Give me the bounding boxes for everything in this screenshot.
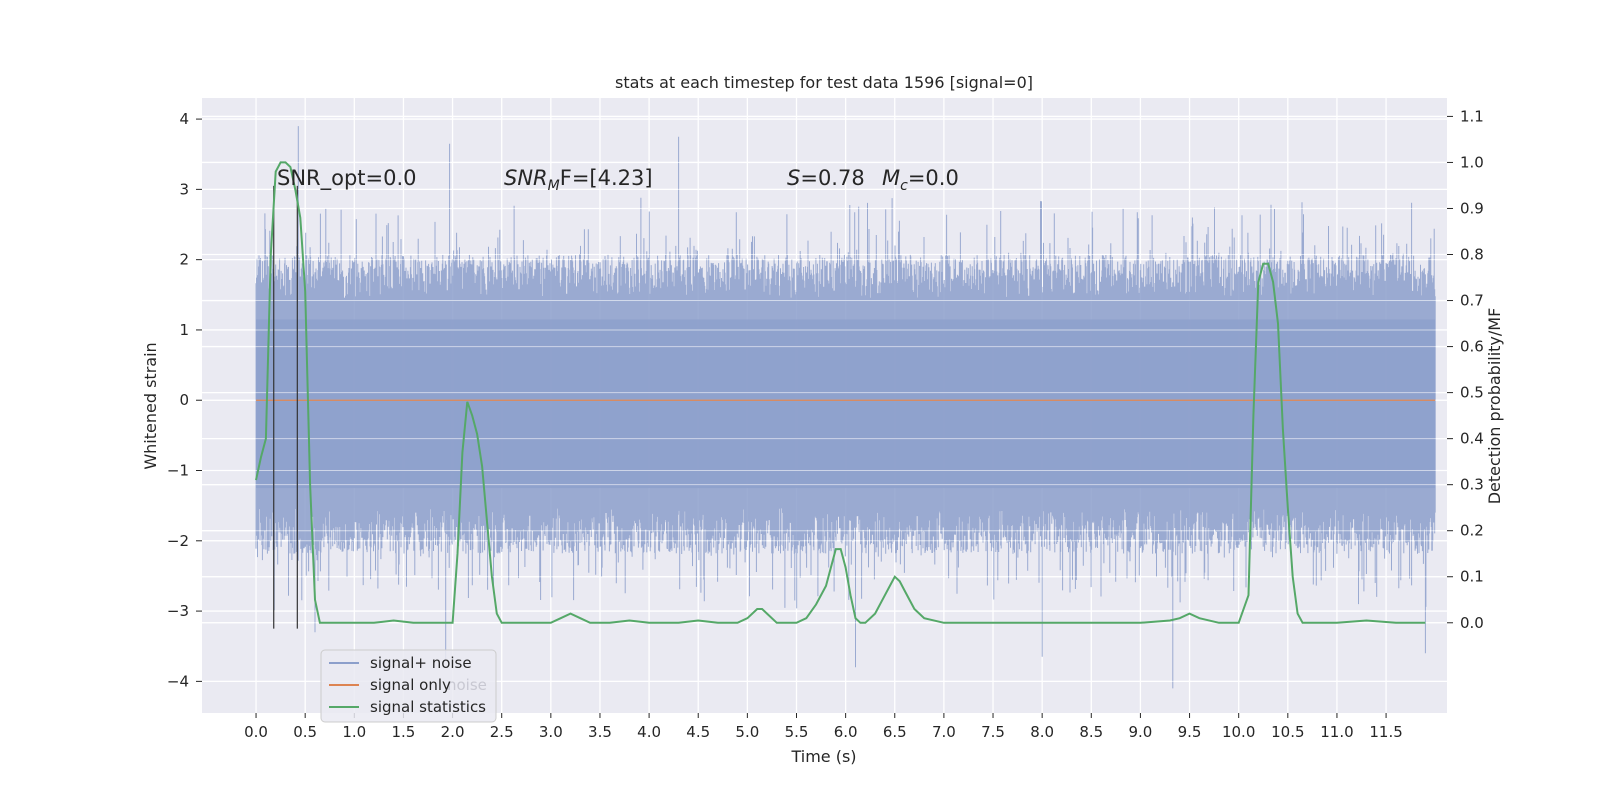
y-tick-label-left-5: −1 [167,462,189,480]
x-tick-label-2: 1.0 [342,723,366,741]
y-tick-label-right-0: 1.1 [1460,107,1484,125]
y-tick-label-right-7: 0.4 [1460,430,1484,448]
x-tick-label-19: 9.5 [1178,723,1202,741]
annotation-snr-mf: SNRMF=[4.23] [504,166,653,194]
x-tick-label-21: 10.5 [1271,723,1304,741]
y-tick-label-left-4: 0 [179,391,189,409]
x-tick-labels: 0.0 0.5 1.0 1.5 2.0 2.5 3.0 3.5 4.0 4.5 5.0 5.5 6.0 6… [244,713,1403,741]
signal-noise-series [202,115,1447,689]
y-tick-label-right-4: 0.7 [1460,292,1484,310]
y-tick-label-right-6: 0.5 [1460,384,1484,402]
y-tick-label-right-11: 0.0 [1460,614,1484,632]
y-tick-labels-left: 4 3 2 1 0 −1 −2 −3 −4 [167,110,202,690]
snr-mf-sub: M [548,178,560,194]
annotation-snr-opt: SNR_opt=0.0 [277,166,417,191]
y-tick-label-left-0: 4 [179,110,189,128]
mc-value: =0.0 [908,166,959,190]
y-tick-label-right-2: 0.9 [1460,199,1484,217]
snr-mf-tail: F=[4.23] [560,166,653,190]
x-tick-label-17: 8.5 [1079,723,1103,741]
x-tick-label-5: 2.5 [490,723,514,741]
x-tick-label-12: 6.0 [834,723,858,741]
x-tick-label-20: 10.0 [1222,723,1255,741]
legend-label-stats: signal statistics [370,698,486,716]
x-tick-label-23: 11.5 [1369,723,1402,741]
snr-mf-label: SNR [504,166,548,190]
x-tick-label-9: 4.5 [686,723,710,741]
s-value: =0.78 [800,166,864,190]
x-axis-label: Time (s) [790,747,856,766]
y-tick-label-left-6: −2 [167,532,189,550]
y-tick-label-left-7: −3 [167,602,189,620]
y-tick-label-right-3: 0.8 [1460,246,1484,264]
annotation-s: S=0.78 [787,166,865,190]
s-label: S [787,166,800,190]
x-tick-label-18: 9.0 [1128,723,1152,741]
y-tick-label-right-5: 0.6 [1460,338,1484,356]
x-tick-label-22: 11.0 [1320,723,1353,741]
x-tick-label-4: 2.0 [441,723,465,741]
x-tick-label-10: 5.0 [735,723,759,741]
x-tick-label-3: 1.5 [392,723,416,741]
y-tick-label-right-9: 0.2 [1460,522,1484,540]
signal-statistics-line [255,161,1426,624]
x-tick-label-15: 7.5 [981,723,1005,741]
y-tick-label-left-2: 2 [179,251,189,269]
x-tick-label-16: 8.0 [1030,723,1054,741]
x-tick-label-1: 0.5 [293,723,317,741]
y-tick-label-left-8: −4 [167,672,189,690]
y-tick-label-left-1: 3 [179,180,189,198]
x-tick-label-14: 7.0 [932,723,956,741]
annotation-mc: Mc=0.0 [882,166,959,194]
y-axis-label-right: Detection probability/MF [1485,308,1504,505]
x-tick-label-0: 0.0 [244,723,268,741]
mc-label: M [882,166,900,190]
y-axis-label-left: Whitened strain [141,342,160,469]
mc-sub: c [900,178,908,194]
lines-layer [255,161,1436,629]
x-tick-label-7: 3.5 [588,723,612,741]
legend-box [320,649,497,723]
legend-hidden-text: noise [447,676,487,694]
y-tick-label-left-3: 1 [179,321,189,339]
x-tick-label-11: 5.5 [785,723,809,741]
legend-label-signal: signal only [370,676,451,694]
x-tick-label-13: 6.5 [883,723,907,741]
y-tick-label-right-8: 0.3 [1460,476,1484,494]
legend-label-noise: signal+ noise [370,654,472,672]
y-tick-labels-right: 1.1 1.0 0.9 0.8 0.7 0.6 0.5 0.4 0.3 0.2 0.1 0.0 [1447,107,1484,632]
y-tick-label-right-10: 0.1 [1460,568,1484,586]
x-tick-label-8: 4.0 [637,723,661,741]
chart-title: stats at each timestep for test data 159… [615,73,1033,92]
y-tick-label-right-1: 1.0 [1460,153,1484,171]
legend: noise signal+ noise signal only signal s… [320,649,497,723]
x-tick-label-6: 3.0 [539,723,563,741]
